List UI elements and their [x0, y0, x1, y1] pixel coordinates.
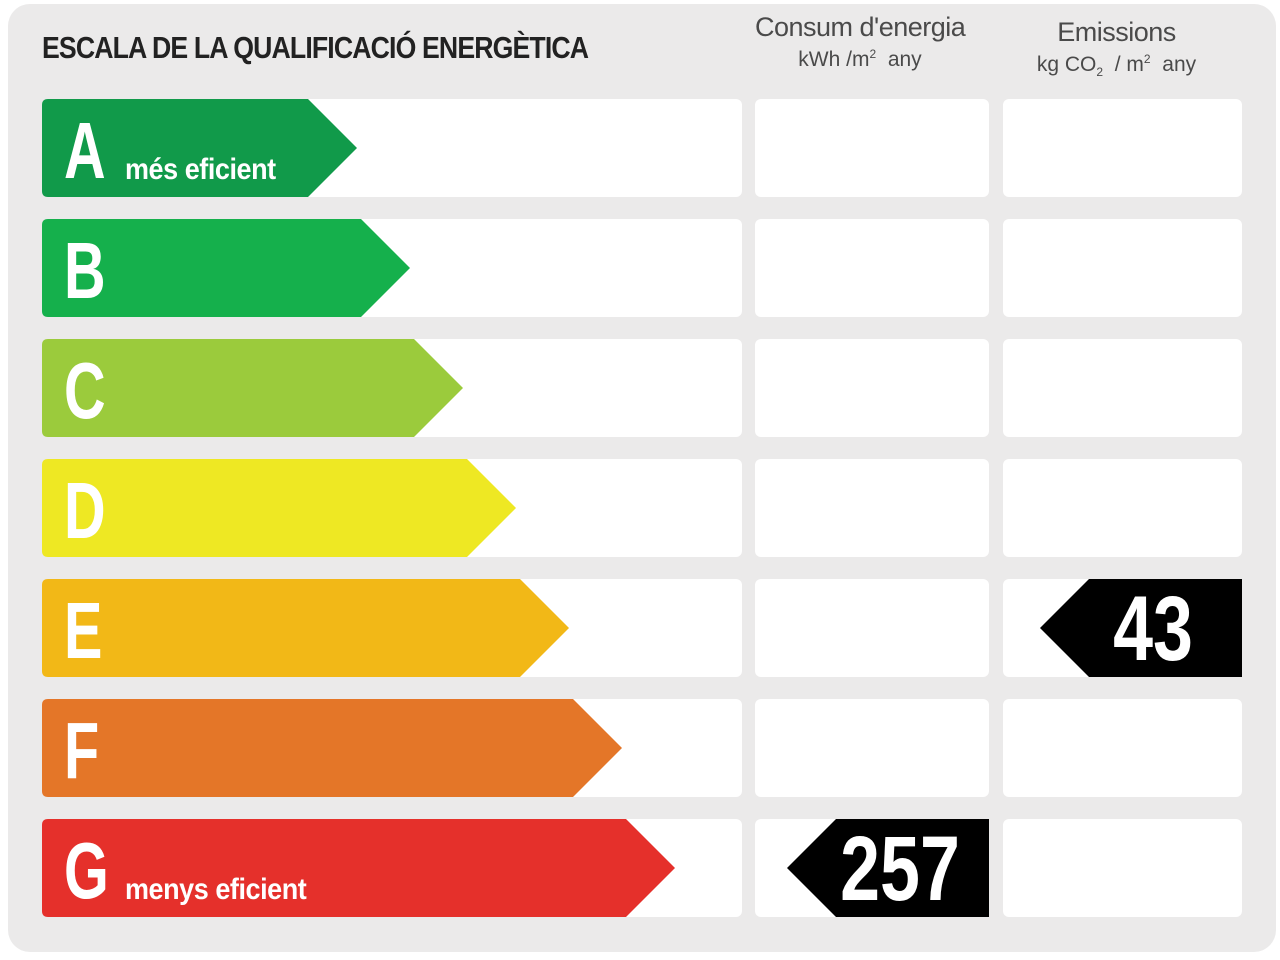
- class-bar-g: [42, 819, 675, 922]
- class-bar-b: [42, 219, 410, 322]
- class-arrow-shape-e: [42, 579, 569, 677]
- class-arrow-shape-d: [42, 459, 516, 557]
- consum-rating-marker: [787, 819, 989, 922]
- class-arrow-shape-c: [42, 339, 463, 437]
- panel-emissions-b: [1003, 219, 1242, 317]
- emissions-rating-marker-shape: [1040, 579, 1242, 677]
- panel-consum-f: [755, 699, 989, 797]
- panel-emissions-c: [1003, 339, 1242, 437]
- panel-emissions-f: [1003, 699, 1242, 797]
- consum-rating-marker-shape: [787, 819, 989, 917]
- class-bar-e: [42, 579, 569, 682]
- panel-emissions-d: [1003, 459, 1242, 557]
- panel-consum-c: [755, 339, 989, 437]
- column-unit-consum: kWh /m2 any: [798, 47, 922, 71]
- class-letter-f: F: [64, 706, 100, 795]
- class-bar-c: [42, 339, 463, 442]
- class-bar-a: [42, 99, 357, 202]
- class-bar-d: [42, 459, 516, 562]
- column-label-consum: Consum d'energia: [755, 12, 966, 42]
- panel-emissions-g: [1003, 819, 1242, 917]
- emissions-rating-marker: [1040, 579, 1242, 682]
- column-label-emissions: Emissions: [1057, 17, 1176, 47]
- class-letter-d: D: [64, 466, 106, 555]
- class-note-g: menys eficient: [125, 873, 307, 906]
- column-unit-emissions: kg CO2 / m2 any: [1036, 52, 1197, 80]
- class-letter-b: B: [64, 226, 106, 315]
- class-arrow-shape-g: [42, 819, 675, 917]
- column-header-consum: Consum d'energia kWh /m2 any: [755, 12, 966, 72]
- class-arrow-shape-a: [42, 99, 357, 197]
- class-note-a: més eficient: [125, 153, 276, 186]
- class-arrow-shape-f: [42, 699, 622, 797]
- class-letter-c: C: [64, 346, 106, 435]
- class-letter-a: A: [64, 106, 106, 195]
- class-letter-e: E: [64, 586, 103, 675]
- column-header-emissions: Emissions kg CO2 / m2 any: [1003, 17, 1230, 79]
- class-arrow-shape-b: [42, 219, 410, 317]
- class-letter-g: G: [64, 826, 109, 915]
- panel-consum-a: [755, 99, 989, 197]
- panel-consum-b: [755, 219, 989, 317]
- chart-title: ESCALA DE LA QUALIFICACIÓ ENERGÈTICA: [42, 30, 589, 65]
- panel-consum-e: [755, 579, 989, 677]
- panel-emissions-a: [1003, 99, 1242, 197]
- consum-rating-marker-value: 257: [840, 818, 960, 920]
- panel-consum-d: [755, 459, 989, 557]
- class-bar-f: [42, 699, 622, 802]
- emissions-rating-marker-value: 43: [1113, 578, 1193, 680]
